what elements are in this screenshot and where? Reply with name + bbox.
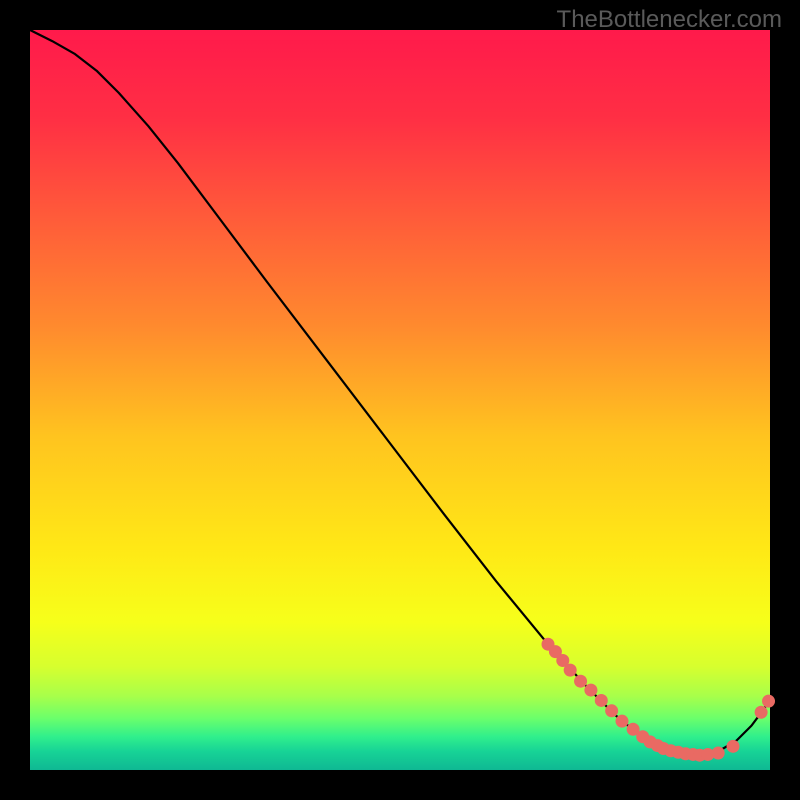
markers-group (542, 638, 776, 762)
data-point (616, 715, 629, 728)
data-point (762, 695, 775, 708)
data-point (712, 746, 725, 759)
chart-svg (30, 30, 770, 770)
data-point (564, 664, 577, 677)
bottleneck-curve (30, 30, 770, 755)
data-point (755, 706, 768, 719)
plot-area (30, 30, 770, 770)
data-point (727, 740, 740, 753)
data-point (574, 675, 587, 688)
data-point (595, 694, 608, 707)
watermark-text: TheBottlenecker.com (557, 6, 782, 34)
data-point (605, 704, 618, 717)
data-point (584, 684, 597, 697)
stage: TheBottlenecker.com (0, 0, 800, 800)
